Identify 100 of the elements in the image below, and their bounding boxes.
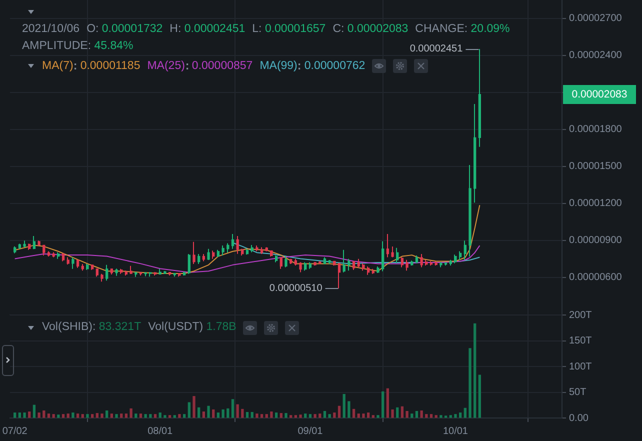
x-tick-label: 09/01 [298, 426, 324, 437]
x-tick-label: 10/01 [442, 426, 468, 437]
y-tick-label: 150T [569, 336, 592, 346]
bar [434, 415, 438, 418]
bar [90, 414, 94, 418]
annotation: Vol(SHIB): 83.321T [42, 321, 142, 333]
bar [372, 415, 374, 418]
bar [468, 348, 472, 418]
y-tick-label: 0.00001200 [569, 198, 622, 210]
bar [47, 414, 50, 418]
text: MA(25) [147, 59, 185, 73]
bar [168, 415, 172, 418]
bar [72, 412, 74, 418]
y-tick-label: 0.00002400 [569, 50, 622, 62]
bar [362, 414, 365, 418]
y-tick-label: 0.00 [569, 412, 589, 424]
bar [474, 323, 476, 418]
y-tick-label: 0.00000900 [569, 235, 622, 246]
bar [420, 410, 423, 418]
bar [96, 413, 98, 418]
bar [28, 411, 31, 418]
y-tick-label: 0.00000600 [569, 272, 622, 284]
bar [182, 414, 186, 418]
text: MA(7) [42, 59, 74, 73]
y-tick-label: 200T [569, 310, 592, 321]
bar [256, 414, 258, 418]
bar [348, 401, 350, 418]
text: MA(99) [260, 59, 298, 73]
bar [333, 412, 336, 418]
bar [246, 412, 249, 418]
bar [250, 412, 254, 418]
x-tick-label: 08/01 [148, 426, 174, 437]
annotation: Vol(USDT) 1.78B [148, 321, 236, 333]
bar [86, 414, 89, 418]
bar [149, 414, 152, 418]
bar [376, 415, 380, 418]
bar [299, 414, 302, 418]
bar [76, 414, 80, 418]
bar [164, 415, 166, 418]
x-tick-label: 07/02 [2, 426, 28, 437]
annotation: H: 0.00002451 [170, 23, 246, 35]
bar [120, 414, 123, 418]
y-tick-label: 0.00001800 [569, 124, 622, 136]
annotation: 0.00000857 [192, 59, 253, 73]
bar [314, 414, 316, 418]
bar [192, 396, 196, 418]
bar [449, 415, 452, 418]
annotation: 0.00000762 [304, 59, 366, 73]
bar [144, 414, 147, 418]
bar [110, 414, 114, 418]
bar [222, 409, 224, 418]
bar [391, 409, 394, 418]
bar [32, 404, 36, 418]
bar [357, 414, 360, 418]
bar [100, 414, 104, 418]
bar [130, 408, 132, 418]
annotation: O: 0.00001732 [86, 23, 163, 35]
bar [454, 414, 457, 418]
bar [158, 412, 162, 418]
bar [178, 414, 181, 418]
bar [81, 414, 84, 418]
bar [400, 406, 404, 418]
bar [139, 414, 142, 418]
bar [318, 414, 322, 418]
bar [284, 413, 288, 418]
bar [265, 414, 268, 418]
annotation: L: 0.00001657 [252, 23, 326, 35]
bar [57, 414, 60, 418]
bar [304, 414, 307, 418]
annotation: 0.00001185 [80, 59, 140, 73]
bar [342, 394, 346, 418]
bar [52, 414, 55, 418]
bar [212, 409, 215, 418]
bar [323, 410, 326, 418]
bar [308, 414, 312, 418]
bar [425, 414, 428, 418]
bar [198, 407, 200, 418]
bar [106, 410, 108, 418]
bar [188, 402, 190, 418]
y-tick-label: 50T [569, 387, 586, 398]
bar [458, 412, 462, 418]
bar [328, 414, 331, 418]
y-tick-label: 100T [569, 361, 592, 372]
bar [173, 415, 176, 418]
bar [236, 404, 239, 418]
bar [18, 412, 22, 418]
bar [406, 410, 408, 418]
bar [226, 408, 230, 418]
bar [38, 412, 40, 418]
annotation: AMPLITUDE: 45.84% [22, 40, 134, 52]
bar [294, 415, 298, 418]
bar [440, 415, 442, 418]
annotation: CHANGE: 20.09% [415, 23, 510, 35]
bar [62, 414, 65, 418]
bar [415, 410, 418, 418]
bar [338, 406, 341, 418]
bar [202, 411, 206, 418]
bar [366, 412, 370, 418]
bar [124, 414, 128, 418]
bar [207, 406, 210, 418]
